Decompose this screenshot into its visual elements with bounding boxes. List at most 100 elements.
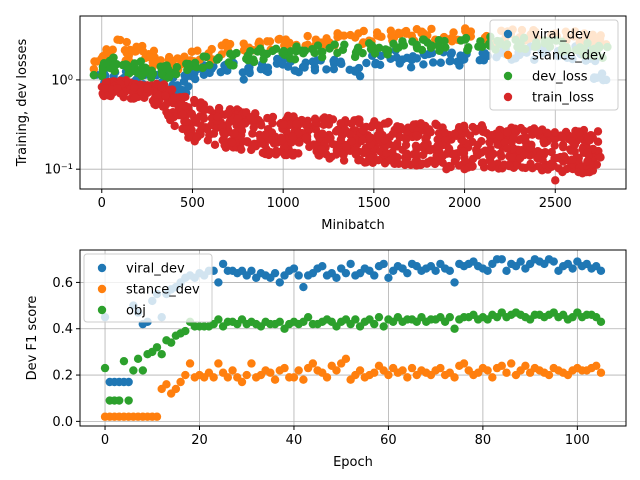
data-point [567, 136, 577, 146]
data-point [322, 65, 331, 74]
data-point [522, 138, 531, 147]
legend-label: dev_loss [532, 70, 588, 85]
data-point [308, 359, 318, 368]
data-point [190, 58, 200, 68]
data-point [549, 257, 558, 266]
data-point [226, 60, 235, 70]
data-point [333, 29, 342, 38]
data-point [419, 60, 428, 69]
data-point [374, 43, 384, 52]
data-point [257, 121, 266, 130]
data-point [459, 359, 469, 368]
data-point [132, 42, 141, 51]
data-point [459, 147, 468, 157]
data-point [124, 396, 133, 405]
legend-box [83, 253, 213, 323]
data-point [539, 136, 548, 146]
data-point [544, 370, 554, 380]
data-point [157, 82, 166, 92]
data-point [275, 278, 284, 287]
data-point [473, 124, 483, 134]
data-point [354, 29, 363, 38]
legend-marker [503, 71, 513, 81]
data-point [270, 268, 280, 278]
data-point [487, 159, 496, 168]
data-point [220, 141, 229, 150]
data-point [310, 66, 320, 75]
data-point [171, 384, 181, 394]
data-point [497, 255, 506, 264]
data-point [322, 135, 332, 144]
data-point [473, 140, 483, 150]
data-point [184, 59, 193, 69]
data-point [262, 37, 272, 46]
x-tick-label: 80 [475, 433, 492, 448]
data-point [412, 54, 422, 63]
data-point [249, 55, 258, 64]
data-point [124, 377, 133, 387]
data-point [566, 146, 576, 155]
data-point [521, 361, 530, 370]
data-point [336, 57, 345, 66]
data-point [460, 24, 470, 33]
data-point [332, 366, 341, 375]
data-point [596, 368, 606, 377]
legend-marker [97, 284, 107, 294]
data-point [147, 73, 156, 82]
data-point [493, 140, 502, 149]
y-axis-label: Dev F1 score [25, 296, 40, 381]
data-point [214, 53, 223, 63]
data-point [138, 366, 148, 375]
data-point [551, 176, 560, 185]
data-point [398, 55, 407, 64]
data-point [198, 63, 207, 73]
data-point [273, 54, 282, 64]
y-tick-label: 10⁰ [51, 73, 73, 88]
data-point [310, 48, 319, 58]
data-point [505, 161, 514, 171]
data-point [450, 373, 459, 382]
data-point [450, 278, 459, 287]
data-point [388, 129, 398, 139]
legend-label: stance_dev [532, 49, 606, 64]
data-point [412, 40, 421, 49]
data-point [340, 40, 349, 49]
data-point [301, 133, 311, 142]
data-point [246, 46, 255, 56]
data-point [412, 150, 421, 159]
data-point [217, 121, 227, 131]
data-point [502, 144, 512, 153]
data-point [249, 123, 258, 132]
data-point [583, 157, 592, 166]
data-point [550, 128, 560, 137]
data-point [459, 121, 469, 130]
legend-label: train_loss [532, 91, 594, 106]
data-point [163, 65, 173, 74]
data-point [129, 366, 138, 375]
data-point [375, 60, 385, 70]
data-point [438, 151, 448, 160]
data-point [479, 50, 489, 59]
data-point [446, 56, 455, 66]
y-tick-label: 0.6 [52, 276, 73, 291]
data-point [407, 363, 417, 373]
y-tick-label: 0.0 [52, 415, 73, 430]
data-point [303, 312, 313, 322]
data-point [163, 111, 173, 120]
data-point [507, 359, 516, 368]
data-point [336, 135, 346, 144]
data-point [347, 119, 356, 128]
data-point [161, 91, 170, 101]
data-point [596, 266, 606, 276]
legend-marker [503, 92, 513, 102]
series-train-loss [97, 75, 605, 185]
data-point [456, 51, 465, 60]
legend-marker [503, 29, 513, 39]
data-point [271, 44, 281, 54]
data-point [520, 150, 529, 160]
data-point [518, 163, 527, 172]
data-point [400, 160, 410, 170]
data-point [341, 268, 351, 278]
data-point [167, 85, 177, 94]
legend-marker [97, 305, 107, 315]
